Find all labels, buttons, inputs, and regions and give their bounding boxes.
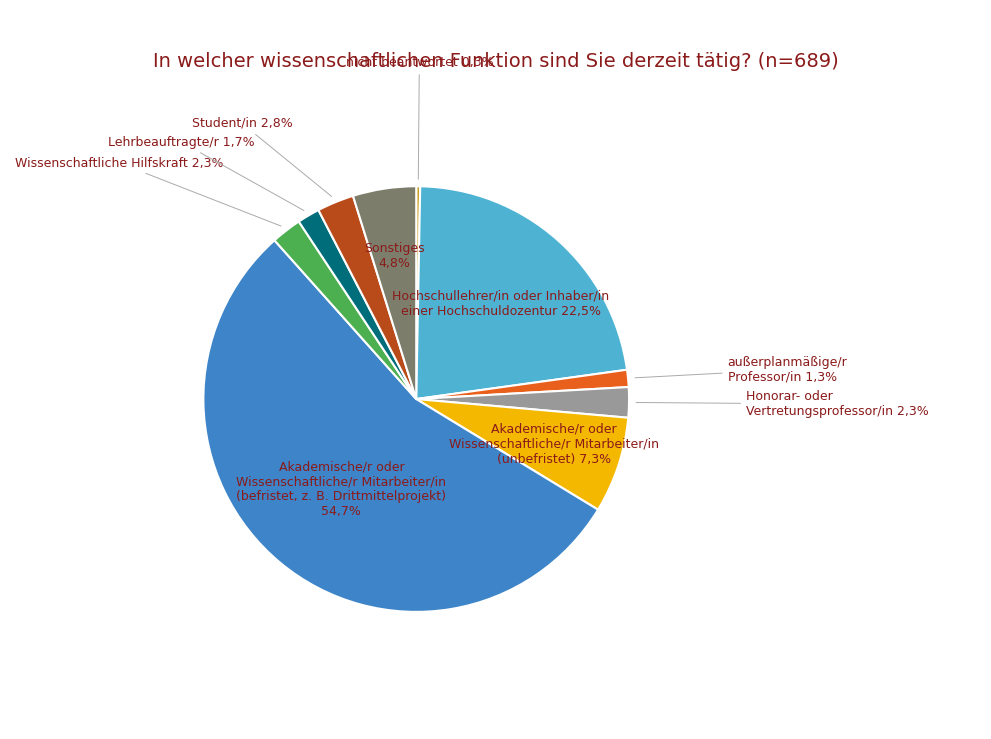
Text: In welcher wissenschaftlichen Funktion sind Sie derzeit tätig? (n=689): In welcher wissenschaftlichen Funktion s… <box>153 52 838 71</box>
Text: Lehrbeauftragte/r 1,7%: Lehrbeauftragte/r 1,7% <box>108 136 304 211</box>
Text: Akademische/r oder
Wissenschaftliche/r Mitarbeiter/in
(befristet, z. B. Drittmit: Akademische/r oder Wissenschaftliche/r M… <box>236 460 446 518</box>
Text: Hochschullehrer/in oder Inhaber/in
einer Hochschuldozentur 22,5%: Hochschullehrer/in oder Inhaber/in einer… <box>392 290 609 318</box>
Wedge shape <box>299 210 416 399</box>
Wedge shape <box>353 186 416 399</box>
Text: Akademische/r oder
Wissenschaftliche/r Mitarbeiter/in
(unbefristet) 7,3%: Akademische/r oder Wissenschaftliche/r M… <box>449 423 659 466</box>
Text: nicht beantwortet 0,3%: nicht beantwortet 0,3% <box>346 56 494 179</box>
Wedge shape <box>416 399 628 510</box>
Wedge shape <box>318 196 416 399</box>
Text: Sonstiges
4,8%: Sonstiges 4,8% <box>364 242 425 270</box>
Wedge shape <box>203 240 598 612</box>
Wedge shape <box>416 186 420 399</box>
Text: Student/in 2,8%: Student/in 2,8% <box>191 117 332 197</box>
Wedge shape <box>416 370 628 399</box>
Text: Wissenschaftliche Hilfskraft 2,3%: Wissenschaftliche Hilfskraft 2,3% <box>15 157 281 226</box>
Wedge shape <box>275 222 416 399</box>
Wedge shape <box>416 186 627 399</box>
Text: Honorar- oder
Vertretungsprofessor/in 2,3%: Honorar- oder Vertretungsprofessor/in 2,… <box>636 390 929 418</box>
Wedge shape <box>416 387 629 418</box>
Text: außerplanmäßige/r
Professor/in 1,3%: außerplanmäßige/r Professor/in 1,3% <box>635 355 847 384</box>
